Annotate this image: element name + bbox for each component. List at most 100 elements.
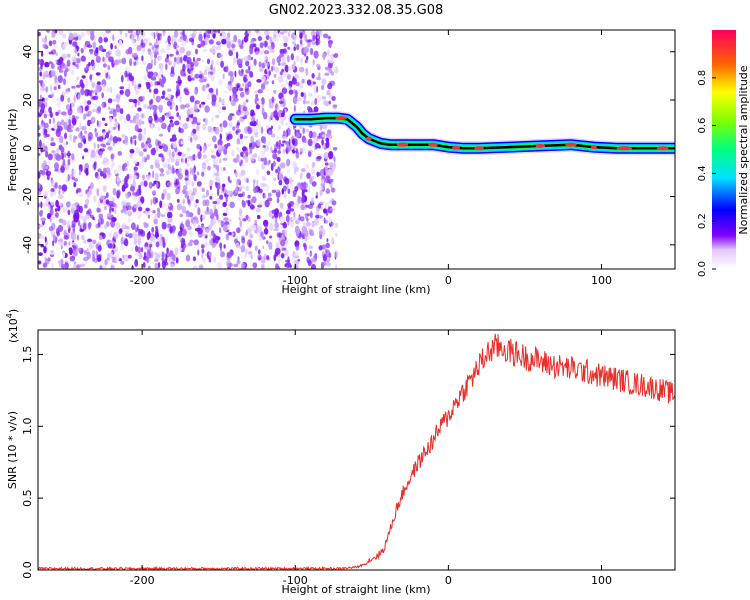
noise-speckle: [192, 56, 196, 63]
noise-speckle: [298, 245, 301, 250]
noise-speckle: [263, 40, 269, 48]
noise-speckle: [93, 142, 96, 150]
noise-speckle: [268, 130, 271, 136]
noise-speckle: [66, 221, 71, 229]
noise-speckle: [50, 61, 54, 69]
noise-speckle: [197, 44, 202, 48]
noise-speckle: [306, 256, 310, 263]
noise-speckle: [84, 203, 88, 209]
noise-speckle: [50, 250, 54, 254]
noise-speckle: [40, 235, 45, 240]
x-tick-label: 0: [445, 274, 452, 287]
noise-speckle: [173, 61, 176, 69]
noise-speckle: [260, 263, 265, 269]
noise-speckle: [54, 75, 58, 84]
noise-speckle: [204, 105, 210, 113]
noise-speckle: [95, 72, 101, 76]
noise-speckle: [286, 158, 289, 167]
noise-speckle: [43, 246, 47, 254]
noise-speckle: [325, 141, 330, 149]
noise-speckle: [146, 250, 152, 259]
noise-speckle: [138, 96, 144, 102]
noise-speckle: [170, 263, 175, 268]
noise-speckle: [288, 30, 291, 33]
noise-speckle: [145, 207, 150, 212]
noise-speckle: [181, 228, 187, 237]
noise-speckle: [175, 161, 180, 166]
noise-speckle: [302, 127, 306, 135]
noise-speckle: [215, 100, 221, 109]
noise-speckle: [177, 53, 182, 57]
noise-speckle: [287, 32, 290, 37]
noise-speckle: [67, 159, 71, 166]
noise-speckle: [207, 93, 210, 100]
noise-speckle: [38, 132, 41, 137]
noise-speckle: [245, 69, 251, 74]
noise-speckle: [290, 208, 295, 212]
noise-speckle: [112, 34, 115, 42]
noise-speckle: [158, 145, 163, 149]
signal-hotspot: [365, 136, 372, 141]
noise-speckle: [211, 94, 217, 103]
noise-speckle: [197, 227, 203, 235]
noise-speckle: [245, 60, 250, 67]
noise-speckle: [137, 211, 142, 219]
noise-speckle: [239, 133, 244, 140]
noise-speckle: [123, 238, 129, 247]
noise-speckle: [276, 56, 282, 64]
noise-speckle: [132, 43, 139, 47]
noise-speckle: [229, 201, 235, 209]
signal-hotspot: [452, 145, 461, 150]
noise-speckle: [66, 59, 71, 67]
noise-speckle: [186, 244, 189, 248]
noise-speckle: [323, 208, 327, 214]
noise-speckle: [269, 235, 273, 239]
noise-speckle: [153, 251, 157, 256]
noise-speckle: [211, 59, 214, 66]
noise-speckle: [80, 55, 87, 62]
noise-speckle: [250, 224, 257, 232]
noise-speckle: [155, 146, 159, 152]
noise-speckle: [167, 88, 172, 92]
noise-speckle: [122, 163, 125, 172]
noise-speckle: [124, 135, 129, 143]
noise-speckle: [76, 247, 82, 252]
noise-speckle: [148, 42, 153, 46]
noise-speckle: [192, 265, 198, 269]
noise-speckle: [239, 91, 245, 98]
noise-speckle: [202, 233, 207, 237]
noise-speckle: [142, 95, 145, 101]
noise-speckle: [286, 185, 289, 190]
noise-speckle: [275, 263, 279, 269]
noise-speckle: [60, 264, 66, 269]
noise-speckle: [139, 161, 145, 170]
noise-speckle: [112, 60, 119, 65]
noise-speckle: [275, 247, 281, 255]
noise-speckle: [208, 179, 214, 186]
noise-speckle: [293, 251, 299, 257]
noise-speckle: [40, 82, 43, 87]
noise-speckle: [60, 146, 65, 154]
noise-speckle: [201, 164, 207, 172]
noise-speckle: [210, 64, 213, 71]
noise-speckle: [276, 157, 281, 162]
noise-speckle: [263, 193, 267, 199]
noise-speckle: [135, 90, 139, 95]
noise-speckle: [307, 39, 313, 43]
noise-speckle: [324, 66, 330, 71]
noise-speckle: [329, 41, 332, 49]
noise-speckle: [164, 57, 169, 63]
colorbar-tick-label: 0.6: [697, 118, 708, 134]
noise-speckle: [257, 122, 262, 130]
noise-speckle: [72, 245, 76, 250]
noise-speckle: [285, 144, 292, 152]
noise-speckle: [121, 236, 124, 244]
noise-speckle: [140, 112, 146, 120]
noise-speckle: [103, 186, 107, 190]
noise-speckle: [201, 253, 204, 259]
noise-speckle: [315, 38, 321, 46]
noise-speckle: [133, 61, 137, 66]
noise-speckle: [231, 43, 236, 49]
noise-speckle: [92, 108, 96, 113]
noise-speckle: [283, 176, 288, 183]
